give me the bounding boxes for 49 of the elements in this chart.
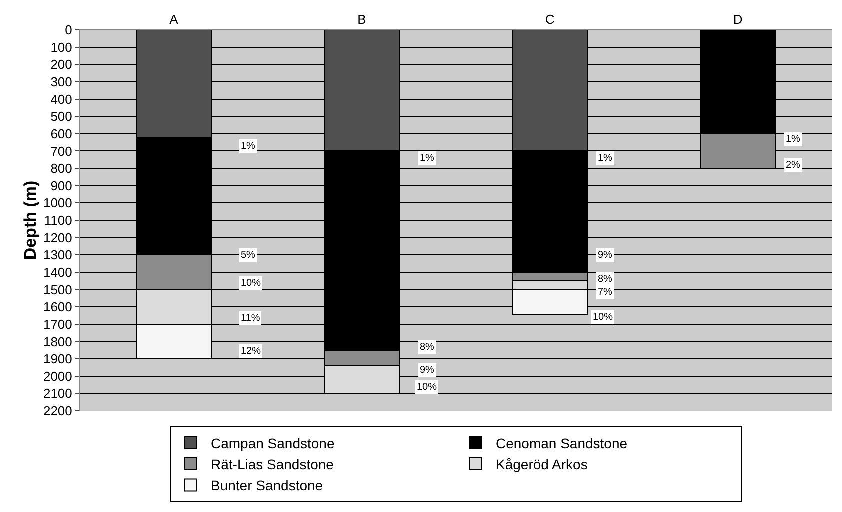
legend-label: Cenoman Sandstone (496, 435, 628, 452)
annotation: 2% (786, 160, 801, 171)
y-tick-label: 300 (50, 74, 72, 90)
y-tick-label: 500 (50, 109, 72, 124)
y-tick-label: 900 (50, 178, 72, 194)
legend-label: Campan Sandstone (211, 435, 335, 452)
y-tick-label: 2100 (43, 386, 72, 402)
annotation: 5% (241, 250, 256, 261)
y-tick-label: 2200 (43, 404, 72, 419)
annotation: 8% (420, 342, 435, 353)
y-tick-label: 700 (50, 144, 72, 159)
x-tick-label: A (170, 12, 179, 27)
x-tick-label: D (733, 12, 743, 27)
legend-label: Kågeröd Arkos (496, 456, 588, 472)
annotation: 10% (417, 382, 438, 393)
x-tick-label: B (358, 12, 366, 27)
y-tick-label: 1000 (43, 196, 72, 211)
annotation: 1% (420, 153, 435, 164)
y-tick-label: 1300 (43, 248, 72, 263)
y-tick-label: 600 (50, 126, 72, 142)
y-tick-label: 1500 (43, 282, 72, 298)
annotation: 9% (598, 250, 613, 261)
y-tick-label: 1600 (43, 300, 72, 315)
y-tick-label: 1700 (43, 316, 72, 332)
annotation: 1% (598, 153, 613, 164)
y-axis-title: Depth (m) (21, 180, 40, 260)
y-tick-label: 800 (50, 161, 72, 176)
x-tick-label: C (545, 12, 555, 27)
y-tick-label: 1900 (43, 352, 72, 367)
annotation: 9% (420, 365, 435, 376)
y-tick-label: 1100 (44, 213, 72, 228)
annotation: 10% (241, 278, 262, 289)
annotation: 10% (593, 312, 614, 323)
annotation: 7% (598, 287, 613, 298)
y-tick-label: 1800 (43, 334, 72, 350)
annotation: 12% (241, 346, 262, 357)
annotation: 1% (241, 141, 256, 152)
y-tick-label: 400 (50, 92, 72, 107)
legend-label: Rät-Lias Sandstone (211, 456, 334, 472)
y-tick-label: 200 (50, 57, 72, 72)
y-tick-label: 1400 (43, 265, 72, 280)
y-tick-label: 100 (50, 40, 72, 55)
y-tick-label: 2000 (43, 368, 72, 384)
y-tick-label: 1200 (43, 230, 72, 246)
annotation: 8% (598, 274, 613, 285)
y-tick-label: 0 (65, 22, 72, 38)
legend-label: Bunter Sandstone (211, 478, 324, 494)
annotation: 11% (241, 313, 260, 324)
annotation: 1% (786, 134, 801, 145)
